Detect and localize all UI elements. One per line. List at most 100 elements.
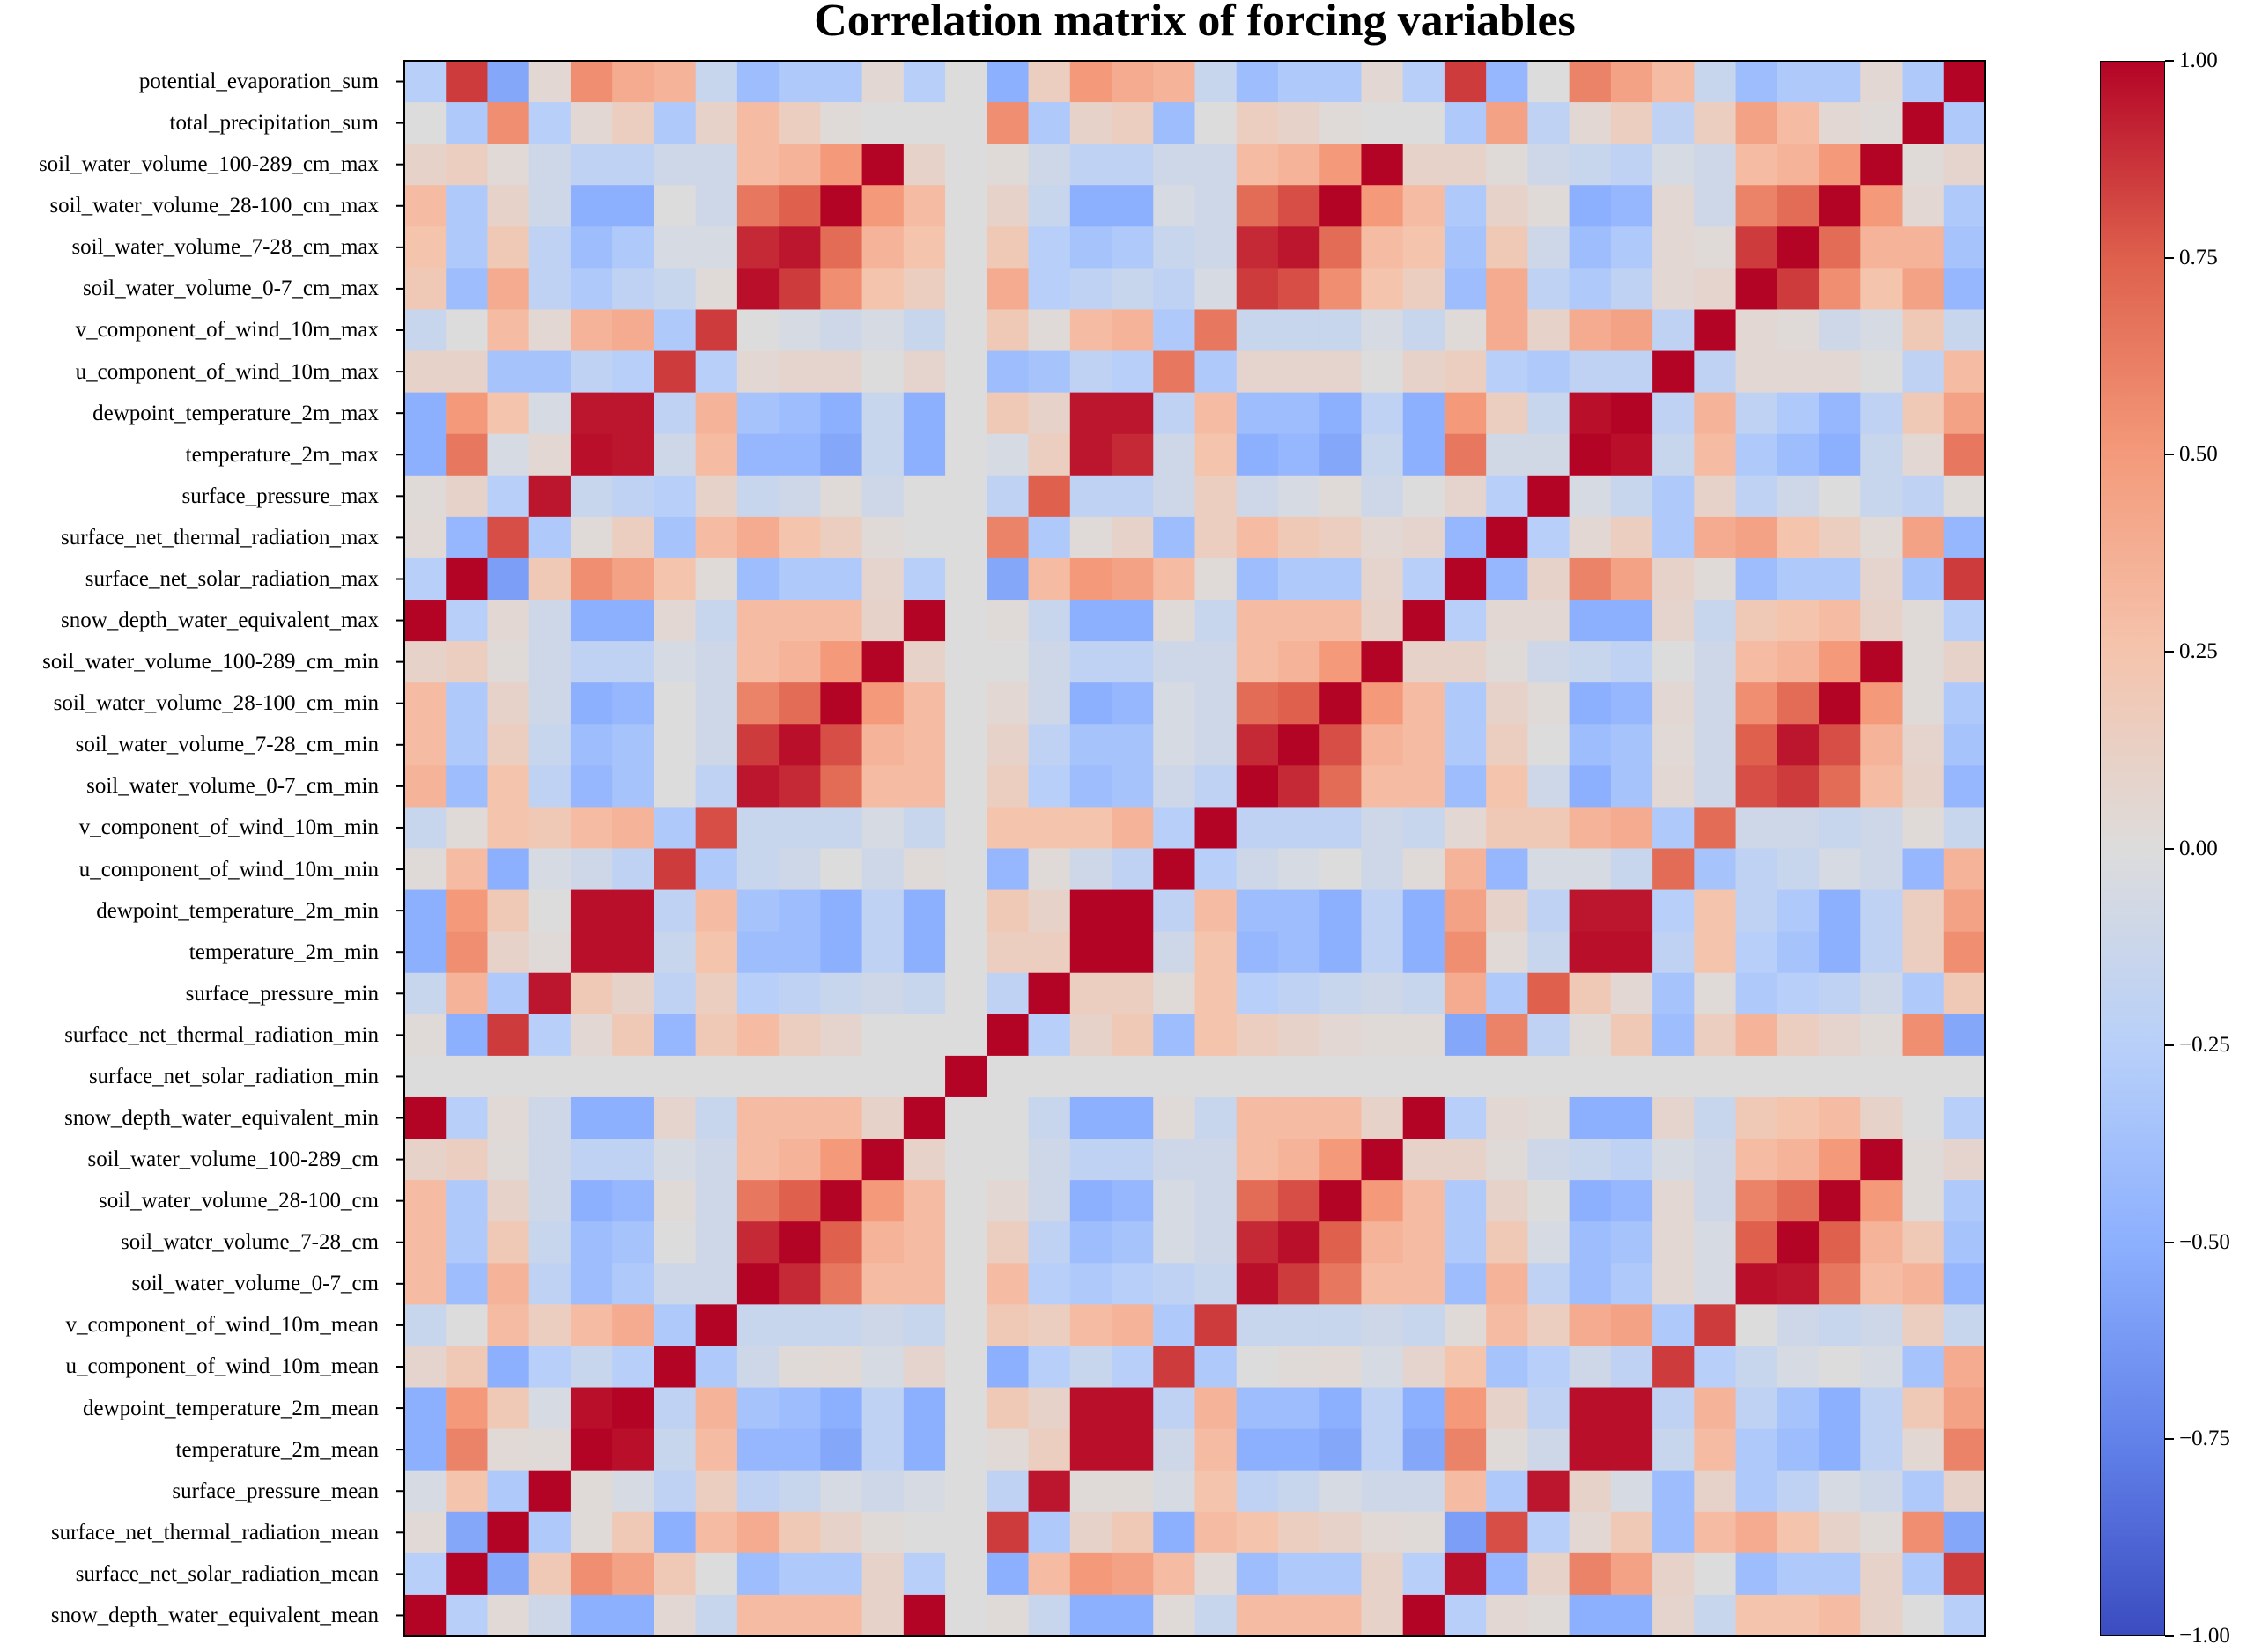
heatmap-cell bbox=[1819, 1263, 1861, 1305]
heatmap-cell bbox=[654, 1552, 697, 1596]
heatmap-cell bbox=[1402, 600, 1445, 642]
heatmap-cell bbox=[446, 1387, 489, 1430]
heatmap-cell bbox=[1569, 350, 1612, 394]
heatmap-cell bbox=[1735, 972, 1778, 1015]
heatmap-cell bbox=[1819, 1139, 1861, 1181]
heatmap-cell bbox=[736, 848, 780, 891]
heatmap-cell bbox=[1319, 848, 1363, 891]
heatmap-cell bbox=[1236, 1180, 1279, 1222]
heatmap-cell bbox=[446, 600, 489, 642]
heatmap-cell bbox=[1694, 309, 1737, 352]
heatmap-cell bbox=[1902, 889, 1945, 933]
heatmap-cell bbox=[987, 1096, 1030, 1139]
heatmap-cell bbox=[1361, 1552, 1404, 1596]
heatmap-cell bbox=[1194, 1014, 1238, 1057]
heatmap-cell bbox=[1194, 1552, 1238, 1596]
heatmap-cell bbox=[779, 1346, 821, 1389]
heatmap-cell bbox=[945, 516, 987, 559]
heatmap-cell bbox=[487, 433, 530, 476]
heatmap-cell bbox=[570, 807, 613, 850]
row-label: soil_water_volume_0-7_cm bbox=[131, 1272, 380, 1296]
heatmap-cell bbox=[1153, 1387, 1196, 1430]
heatmap-cell bbox=[1486, 1387, 1528, 1430]
heatmap-cell bbox=[446, 1096, 489, 1139]
heatmap-cell bbox=[404, 1014, 447, 1057]
heatmap-cell bbox=[1153, 1014, 1196, 1057]
heatmap-cell bbox=[1943, 1221, 1986, 1264]
heatmap-cell bbox=[654, 1470, 697, 1513]
heatmap-cell bbox=[736, 765, 780, 808]
heatmap-cell bbox=[903, 1304, 946, 1347]
heatmap-cell bbox=[446, 516, 489, 559]
heatmap-cell bbox=[1527, 185, 1570, 227]
heatmap-cell bbox=[861, 1139, 905, 1181]
heatmap-cell bbox=[404, 268, 447, 311]
heatmap-cell bbox=[820, 1594, 863, 1637]
heatmap-cell bbox=[1112, 392, 1154, 435]
heatmap-cell bbox=[1652, 61, 1695, 103]
heatmap-cell bbox=[1153, 931, 1196, 974]
heatmap-cell bbox=[1652, 765, 1695, 808]
heatmap-cell bbox=[1486, 1511, 1528, 1554]
heatmap-cell bbox=[446, 350, 489, 394]
heatmap-cell bbox=[1652, 1263, 1695, 1305]
heatmap-cell bbox=[528, 765, 572, 808]
heatmap-cell bbox=[1402, 268, 1445, 311]
heatmap-cell bbox=[654, 144, 697, 186]
heatmap-cell bbox=[528, 350, 572, 394]
heatmap-cell bbox=[1112, 309, 1154, 352]
heatmap-cell bbox=[1153, 1096, 1196, 1139]
heatmap-cell bbox=[1527, 1511, 1570, 1554]
heatmap-cell bbox=[1652, 557, 1695, 601]
colorbar-tick-mark bbox=[2165, 1241, 2174, 1243]
heatmap-cell bbox=[903, 226, 946, 269]
heatmap-cell bbox=[1860, 516, 1903, 559]
heatmap-cell bbox=[695, 516, 738, 559]
heatmap-cell bbox=[1735, 350, 1778, 394]
heatmap-cell bbox=[1569, 889, 1612, 933]
heatmap-cell bbox=[1028, 1139, 1071, 1181]
heatmap-cell bbox=[736, 350, 780, 394]
heatmap-cell bbox=[1902, 475, 1945, 518]
heatmap-cell bbox=[695, 102, 738, 144]
heatmap-cell bbox=[570, 1014, 613, 1057]
heatmap-cell bbox=[1112, 185, 1154, 227]
heatmap-cell bbox=[1236, 226, 1279, 269]
heatmap-cell bbox=[1860, 1428, 1903, 1471]
heatmap-cell bbox=[861, 807, 905, 850]
heatmap-cell bbox=[1860, 268, 1903, 311]
heatmap-cell bbox=[736, 641, 780, 683]
heatmap-cell bbox=[1569, 144, 1612, 186]
heatmap-cell bbox=[1069, 600, 1112, 642]
heatmap-cell bbox=[1610, 433, 1653, 476]
heatmap-cell bbox=[1194, 309, 1238, 352]
heatmap-cell bbox=[1735, 1096, 1778, 1139]
heatmap-cell bbox=[1236, 1387, 1279, 1430]
heatmap-cell bbox=[1028, 392, 1071, 435]
heatmap-cell bbox=[1652, 350, 1695, 394]
row-label: u_component_of_wind_10m_mean bbox=[65, 1354, 380, 1379]
heatmap-cell bbox=[695, 1470, 738, 1513]
heatmap-cell bbox=[446, 931, 489, 974]
heatmap-cell bbox=[1860, 1304, 1903, 1347]
heatmap-cell bbox=[1069, 724, 1112, 766]
heatmap-cell bbox=[1652, 1139, 1695, 1181]
heatmap-cell bbox=[1028, 475, 1071, 518]
heatmap-cell bbox=[654, 1180, 697, 1222]
heatmap-cell bbox=[1735, 61, 1778, 103]
heatmap-cell bbox=[654, 641, 697, 683]
heatmap-cell bbox=[903, 1014, 946, 1057]
heatmap-cell bbox=[1694, 1511, 1737, 1554]
heatmap-cell bbox=[1694, 1055, 1737, 1098]
heatmap-cell bbox=[1819, 600, 1861, 642]
heatmap-cell bbox=[1610, 641, 1653, 683]
heatmap-cell bbox=[487, 931, 530, 974]
heatmap-cell bbox=[1444, 226, 1487, 269]
heatmap-cell bbox=[1402, 61, 1445, 103]
heatmap-cell bbox=[1319, 1428, 1363, 1471]
heatmap-cell bbox=[1402, 185, 1445, 227]
heatmap-cell bbox=[695, 475, 738, 518]
heatmap-cell bbox=[404, 144, 447, 186]
heatmap-cell bbox=[736, 309, 780, 352]
heatmap-cell bbox=[487, 1470, 530, 1513]
